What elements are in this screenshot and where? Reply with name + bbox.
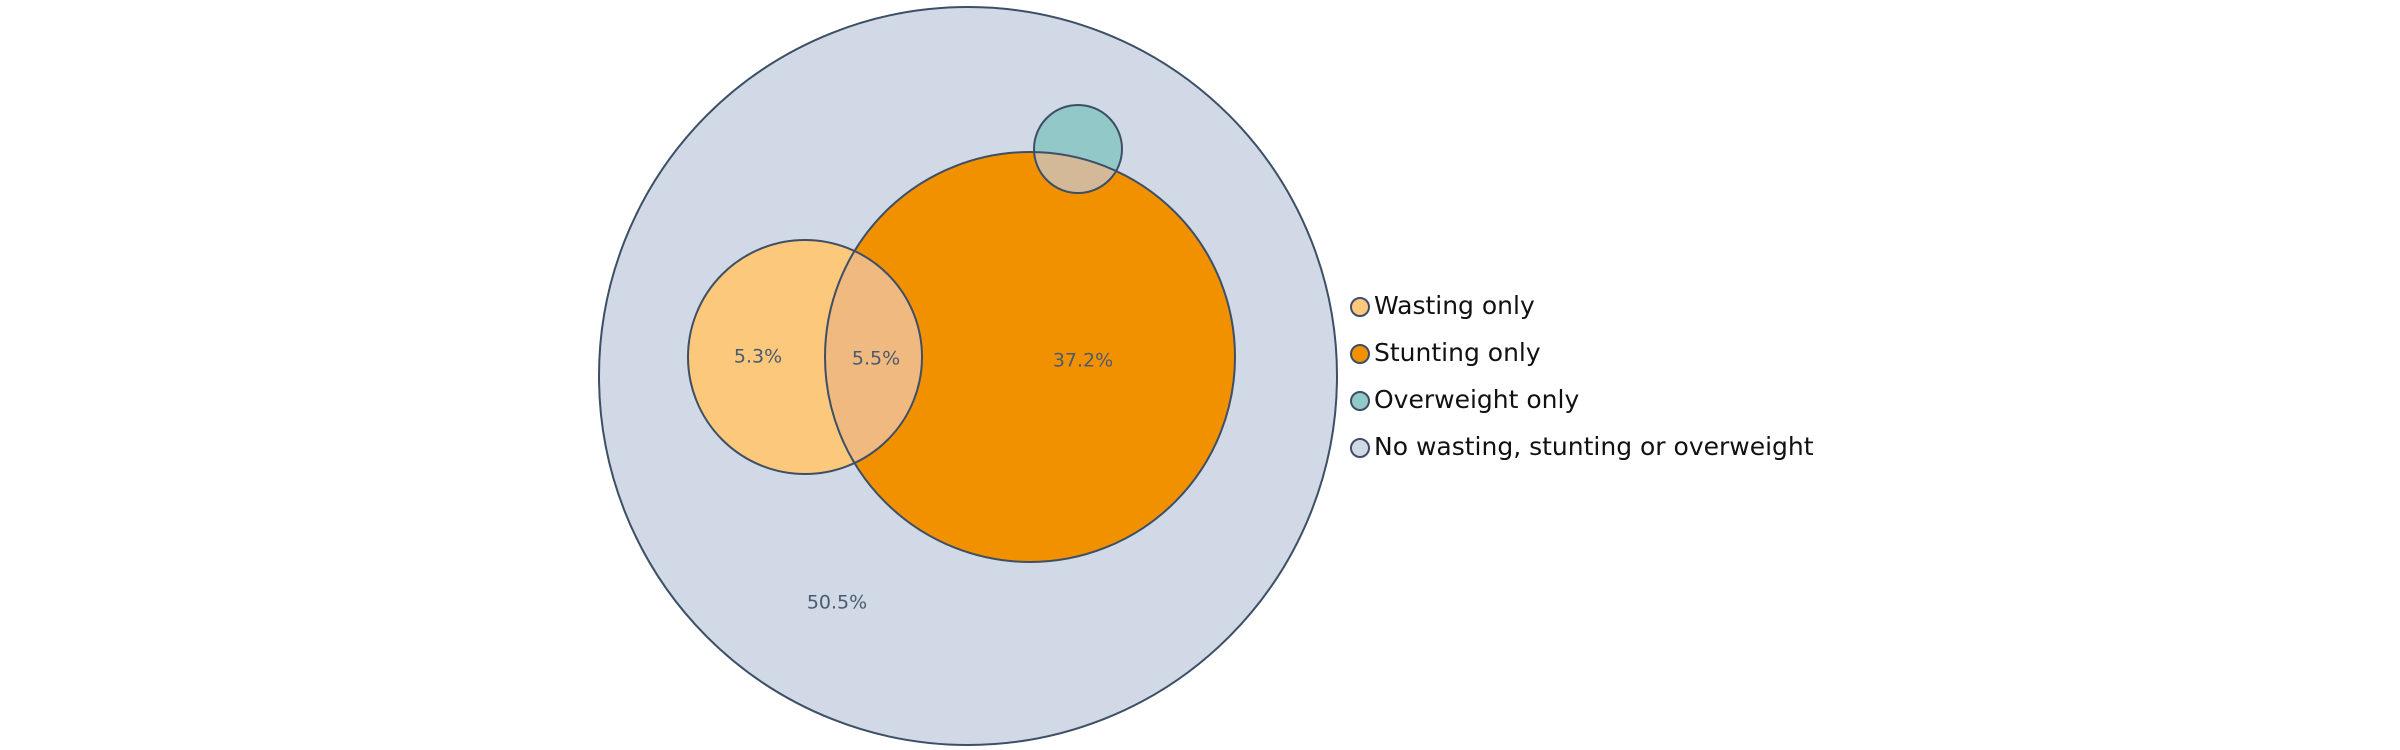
legend-item: Overweight only — [1350, 385, 1579, 414]
outline-overweight — [1033, 104, 1123, 194]
region-label-stunting: 37.2% — [1053, 350, 1113, 372]
legend-label: Stunting only — [1374, 338, 1541, 367]
region-label-none: 50.5% — [807, 592, 867, 614]
overlap-wasting-stunting — [825, 240, 922, 474]
legend-item: No wasting, stunting or overweight — [1350, 432, 1814, 461]
legend-label: No wasting, stunting or overweight — [1374, 432, 1814, 461]
legend-label: Wasting only — [1374, 291, 1535, 320]
overlap-stunting-overweight — [1034, 152, 1122, 193]
legend-marker — [1350, 344, 1370, 364]
legend-marker — [1350, 297, 1370, 317]
venn-region-labels: 5.3% 5.5% 37.2% 50.5% — [734, 346, 1113, 614]
region-label-wasting-stunting: 5.5% — [852, 348, 900, 370]
legend-marker — [1350, 391, 1370, 411]
legend-label: Overweight only — [1374, 385, 1579, 414]
legend-marker — [1350, 438, 1370, 458]
outline-wasting — [687, 239, 923, 475]
legend-item: Stunting only — [1350, 338, 1541, 367]
circle-stunting — [825, 152, 1235, 562]
region-label-wasting: 5.3% — [734, 346, 782, 368]
venn-circles — [598, 6, 1338, 746]
outline-stunting — [824, 151, 1236, 563]
legend-item: Wasting only — [1350, 291, 1535, 320]
legend: Wasting only Stunting only Overweight only… — [1350, 291, 1814, 461]
